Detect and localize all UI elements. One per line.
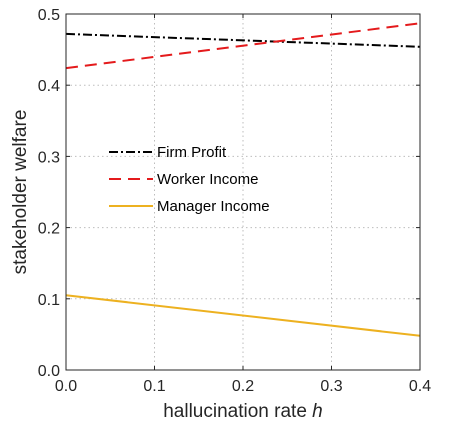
x-axis-tick-labels: 0.0 0.1 0.2 0.3 0.4 xyxy=(55,378,431,395)
series-line-manager-income xyxy=(65,294,421,337)
x-tick-label: 0.1 xyxy=(143,378,165,395)
series-line-worker-income xyxy=(65,22,421,70)
x-axis-symbol: h xyxy=(312,401,323,422)
series-layer xyxy=(65,22,421,337)
x-axis-title: hallucination rate h xyxy=(163,401,323,422)
x-axis-label: hallucination rate xyxy=(163,401,307,422)
legend-label-worker-income: Worker Income xyxy=(157,171,258,188)
y-tick-label: 0.4 xyxy=(38,78,60,95)
y-axis-title: stakeholder welfare xyxy=(10,110,31,275)
x-tick-label: 0.4 xyxy=(409,378,431,395)
y-tick-label: 0.2 xyxy=(38,221,60,238)
x-tick-label: 0.3 xyxy=(320,378,342,395)
x-tick-label: 0.0 xyxy=(55,378,77,395)
legend-label-firm-profit: Firm Profit xyxy=(157,144,227,161)
legend-label-manager-income: Manager Income xyxy=(157,198,270,215)
grid-lines xyxy=(66,14,420,370)
series-line-firm-profit xyxy=(65,32,421,48)
y-axis-tick-labels: 0.0 0.1 0.2 0.3 0.4 0.5 xyxy=(38,7,60,380)
axis-ticks xyxy=(65,13,421,371)
legend: Firm Profit Worker Income Manager Income xyxy=(109,144,270,215)
y-tick-label: 0.5 xyxy=(38,7,60,24)
y-tick-label: 0.1 xyxy=(38,292,60,309)
y-tick-label: 0.3 xyxy=(38,149,60,166)
y-tick-label: 0.0 xyxy=(38,363,60,380)
x-tick-label: 0.2 xyxy=(232,378,254,395)
